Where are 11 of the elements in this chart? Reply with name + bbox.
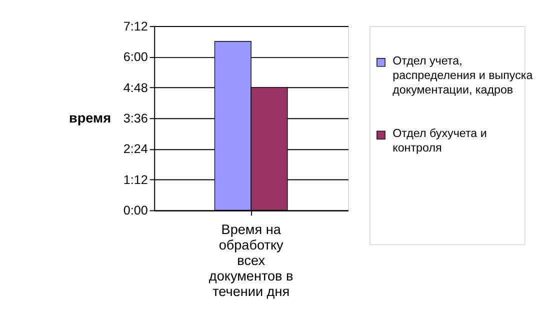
y-axis-title: время (69, 110, 111, 126)
y-tick-label: 1:12 (123, 172, 148, 187)
y-tick-label: 0:00 (123, 204, 148, 218)
y-tick-label: 6:00 (123, 50, 148, 64)
legend-label: Отдел бухучета и контроля (392, 127, 487, 155)
x-tick-label: Время на обработку всех документов в течении дня (208, 222, 294, 300)
y-tick-label: 4:48 (123, 80, 148, 95)
y-tick-label: 7:12 (123, 19, 148, 34)
legend-label: Отдел учета, распределения и выпуска документации, кадров (392, 54, 534, 96)
y-tick-label: 3:36 (123, 112, 148, 126)
y-tick-label: 2:24 (123, 142, 148, 156)
